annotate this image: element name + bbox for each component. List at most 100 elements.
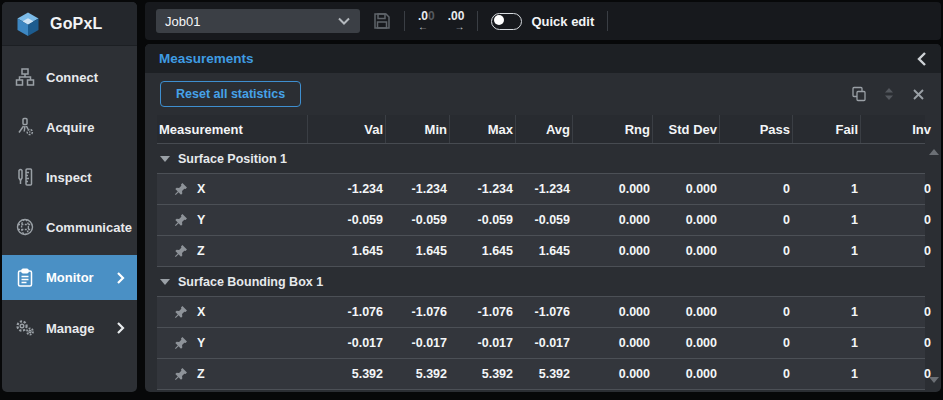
sidebar-item-label: Monitor	[46, 270, 94, 285]
cell-max: -1.234	[449, 182, 515, 196]
cell-min: 5.392	[385, 367, 449, 381]
cell-pass: 0	[719, 244, 792, 258]
close-icon[interactable]	[911, 87, 926, 102]
cell-inv: 0	[860, 244, 933, 258]
cell-pass: 0	[719, 336, 792, 350]
column-header: Measurement	[157, 115, 307, 143]
cell-fail: 1	[792, 367, 860, 381]
app-logo: GoPxL	[2, 2, 137, 46]
job-select-value: Job01	[165, 14, 200, 29]
toggle-knob	[494, 15, 504, 25]
cell-pass: 0	[719, 305, 792, 319]
cell-std-dev: 0.000	[652, 244, 719, 258]
cell-fail: 1	[792, 213, 860, 227]
topbar-divider	[477, 11, 478, 31]
cell-fail: 1	[792, 305, 860, 319]
arrow-right-icon: →	[454, 22, 464, 32]
globe-icon	[14, 217, 36, 237]
measurement-row[interactable]: Z 1.645 1.645 1.645 1.645 0.000 0.000 0 …	[157, 236, 925, 267]
increase-decimals-button[interactable]: .00 →	[448, 11, 465, 32]
cell-std-dev: 0.000	[652, 336, 719, 350]
cell-avg: -1.076	[515, 305, 572, 319]
column-header: Std Dev	[652, 115, 719, 143]
cell-std-dev: 0.000	[652, 367, 719, 381]
topbar: Job01 .00 ← .00 → Quick edit	[145, 2, 941, 40]
cell-fail: 1	[792, 336, 860, 350]
brand-name: GoPxL	[50, 15, 103, 33]
measurement-row[interactable]: Y -0.059 -0.059 -0.059 -0.059 0.000 0.00…	[157, 205, 925, 236]
column-header: Fail	[792, 115, 860, 143]
table-body: Surface Position 1 X -1.234 -1.234 -1.23…	[157, 144, 925, 390]
cell-rng: 0.000	[572, 305, 652, 319]
network-icon	[14, 67, 36, 87]
sidebar-item-monitor[interactable]: Monitor	[2, 255, 137, 300]
cell-val: 1.645	[307, 244, 385, 258]
group-row[interactable]: Surface Position 1	[157, 144, 925, 174]
column-header: Val	[307, 115, 385, 143]
pin-icon	[174, 305, 188, 319]
cell-max: -0.017	[449, 336, 515, 350]
cell-min: 1.645	[385, 244, 449, 258]
cell-pass: 0	[719, 367, 792, 381]
cell-min: -1.076	[385, 305, 449, 319]
toolbar-icons	[849, 85, 926, 103]
cell-rng: 0.000	[572, 336, 652, 350]
chevron-down-icon	[337, 15, 351, 27]
cell-max: 1.645	[449, 244, 515, 258]
cell-val: -0.059	[307, 213, 385, 227]
column-header: Pass	[719, 115, 792, 143]
clipboard-icon	[14, 268, 36, 288]
group-name: Surface Position 1	[178, 152, 287, 166]
quick-edit-toggle[interactable]: Quick edit	[491, 13, 594, 30]
measurement-label: X	[197, 182, 205, 196]
sidebar-item-inspect[interactable]: Inspect	[2, 152, 137, 202]
job-select[interactable]: Job01	[156, 9, 360, 33]
scroll-down-arrow[interactable]	[929, 377, 939, 383]
cell-inv: 0	[860, 182, 933, 196]
toggle-switch-off[interactable]	[491, 13, 522, 30]
cell-inv: 0	[860, 336, 933, 350]
topbar-divider	[607, 11, 608, 31]
measure-tools-icon	[14, 167, 36, 187]
app-window: GoPxL Connect	[0, 0, 943, 400]
measurements-panel: Measurements Reset all statistics	[145, 44, 941, 392]
measurement-row[interactable]: Y -0.017 -0.017 -0.017 -0.017 0.000 0.00…	[157, 328, 925, 359]
measurement-row[interactable]: X -1.076 -1.076 -1.076 -1.076 0.000 0.00…	[157, 297, 925, 328]
sidebar-item-communicate[interactable]: Communicate	[2, 202, 137, 252]
cell-avg: 1.645	[515, 244, 572, 258]
collapse-triangle-icon[interactable]	[160, 279, 170, 285]
measurement-row[interactable]: Z 5.392 5.392 5.392 5.392 0.000 0.000 0 …	[157, 359, 925, 390]
pin-icon	[174, 182, 188, 196]
measurement-row[interactable]: X -1.234 -1.234 -1.234 -1.234 0.000 0.00…	[157, 174, 925, 205]
chevron-right-icon	[116, 321, 125, 335]
sidebar-item-acquire[interactable]: Acquire	[2, 102, 137, 152]
sort-arrows-icon[interactable]	[882, 86, 896, 102]
sidebar-item-manage[interactable]: Manage	[2, 303, 137, 353]
cell-val: -0.017	[307, 336, 385, 350]
gears-icon	[14, 318, 36, 338]
cell-fail: 1	[792, 182, 860, 196]
scroll-up-arrow[interactable]	[929, 149, 939, 155]
cell-rng: 0.000	[572, 182, 652, 196]
measurements-table: Measurement Val Min Max Avg Rng Std Dev …	[145, 115, 941, 392]
collapse-triangle-icon[interactable]	[160, 156, 170, 162]
reset-all-statistics-button[interactable]: Reset all statistics	[160, 81, 301, 107]
column-header: Avg	[515, 115, 572, 143]
cell-val: -1.076	[307, 305, 385, 319]
cell-min: -0.059	[385, 213, 449, 227]
cell-avg: -0.059	[515, 213, 572, 227]
scanner-icon	[14, 117, 36, 137]
group-row[interactable]: Surface Bounding Box 1	[157, 267, 925, 297]
decrease-decimals-button[interactable]: .00 ←	[418, 10, 435, 32]
cell-inv: 0	[860, 367, 933, 381]
cell-max: -0.059	[449, 213, 515, 227]
column-header: Min	[385, 115, 449, 143]
measurement-label: X	[197, 305, 205, 319]
collapse-panel-chevron-left-icon[interactable]	[916, 51, 927, 67]
sidebar-item-connect[interactable]: Connect	[2, 52, 137, 102]
cell-min: -0.017	[385, 336, 449, 350]
column-header: Inv	[860, 115, 933, 143]
cell-val: -1.234	[307, 182, 385, 196]
copy-icon[interactable]	[849, 85, 867, 103]
save-job-icon[interactable]	[373, 12, 391, 30]
